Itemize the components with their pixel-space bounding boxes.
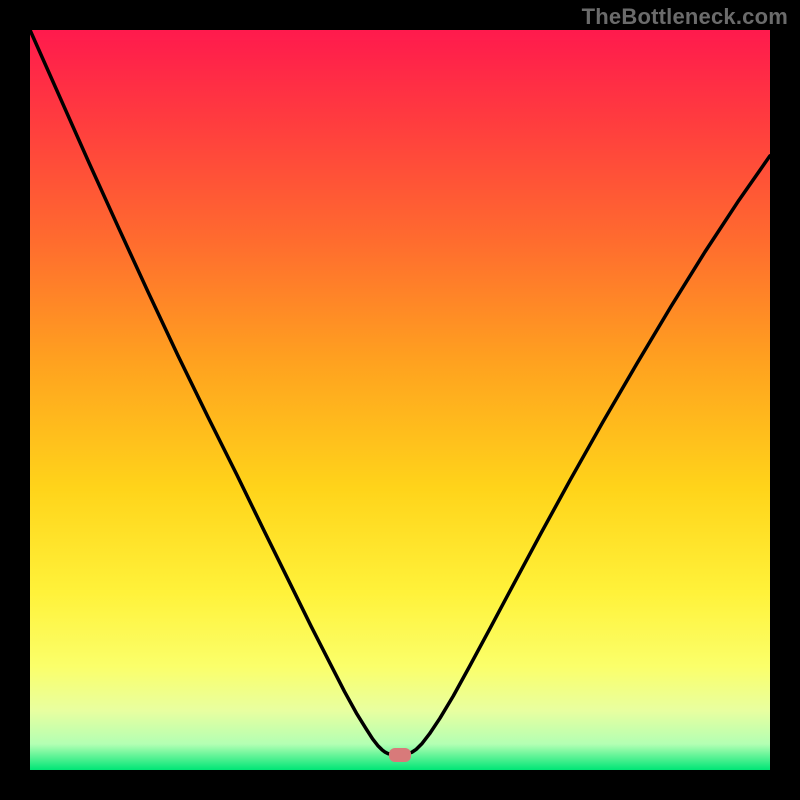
operating-point-marker — [389, 748, 411, 762]
watermark-text: TheBottleneck.com — [582, 4, 788, 30]
gradient-background — [30, 30, 770, 770]
chart-canvas: TheBottleneck.com — [0, 0, 800, 800]
